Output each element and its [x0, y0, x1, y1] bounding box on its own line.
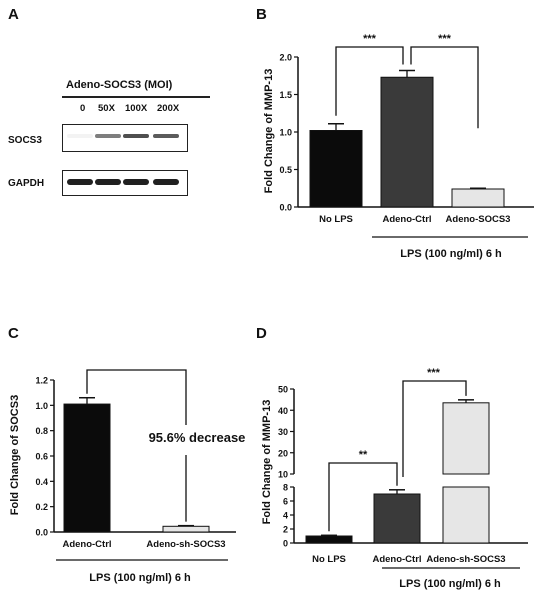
chart-d-group-label: LPS (100 ng/ml) 6 h	[399, 578, 501, 590]
y-tick-label: 50	[278, 385, 288, 395]
y-tick-label: 0.2	[35, 502, 48, 512]
x-tick-label: Adeno-Ctrl	[62, 539, 111, 550]
blot-band	[67, 179, 93, 185]
x-tick-label: Adeno-SOCS3	[446, 214, 511, 225]
y-tick-label: 0.5	[279, 165, 292, 175]
y-tick-label: 4	[283, 511, 288, 521]
panel-letter-b: B	[256, 6, 267, 23]
y-tick-label: 0.4	[35, 477, 48, 487]
blot-strip-socs3	[62, 124, 188, 152]
panel-letter-c: C	[8, 325, 19, 342]
blot-band	[123, 134, 149, 138]
y-tick-label: 1.0	[35, 401, 48, 411]
y-tick-label: 8	[283, 483, 288, 493]
significance-label: ***	[427, 367, 441, 379]
blot-row-label-socs3: SOCS3	[8, 135, 42, 146]
significance-label: **	[359, 449, 368, 461]
bar	[309, 130, 363, 208]
significance-bracket	[328, 462, 398, 532]
y-tick-label: 20	[278, 448, 288, 458]
x-tick-label: No LPS	[312, 554, 346, 565]
bar	[380, 76, 434, 208]
bar-upper-segment	[442, 402, 490, 475]
blot-lane-label: 50X	[98, 103, 115, 114]
y-tick-label: 1.2	[35, 376, 48, 386]
blot-band	[153, 134, 179, 138]
chart-b-ylabel: Fold Change of MMP-13	[263, 69, 275, 194]
bar	[63, 403, 111, 533]
blot-strip-gapdh	[62, 170, 188, 196]
y-tick-label: 0	[283, 539, 288, 549]
blot-title: Adeno-SOCS3 (MOI)	[66, 79, 173, 91]
blot-band	[95, 179, 121, 185]
significance-bracket	[335, 46, 404, 116]
x-tick-label: No LPS	[319, 214, 353, 225]
y-tick-label: 0.6	[35, 452, 48, 462]
y-tick-label: 30	[278, 427, 288, 437]
y-tick-label: 0.0	[35, 528, 48, 538]
x-tick-label: Adeno-sh-SOCS3	[146, 539, 225, 550]
blot-lane-label: 100X	[125, 103, 148, 114]
chart-c-ylabel: Fold Change of SOCS3	[9, 395, 21, 515]
panel-letter-a: A	[8, 6, 19, 23]
blot-band	[67, 134, 93, 138]
chart-c-group-label: LPS (100 ng/ml) 6 h	[89, 572, 191, 584]
bar-lower-segment	[442, 486, 490, 544]
blot-band	[153, 179, 179, 185]
chart-b-group-label: LPS (100 ng/ml) 6 h	[400, 248, 502, 260]
y-tick-label: 2	[283, 525, 288, 535]
blot-band	[95, 134, 121, 138]
blot-row-label-gapdh: GAPDH	[8, 178, 45, 189]
x-tick-label: Adeno-Ctrl	[382, 214, 431, 225]
significance-bracket	[410, 46, 479, 129]
bar	[305, 535, 353, 544]
y-tick-label: 2.0	[279, 53, 292, 63]
y-tick-label: 40	[278, 406, 288, 416]
blot-lane-label: 200X	[157, 103, 180, 114]
significance-label: ***	[363, 33, 377, 45]
panel-letter-d: D	[256, 325, 267, 342]
chart-c-annotation: 95.6% decrease	[149, 430, 246, 445]
blot-lane-label: 0	[80, 103, 86, 114]
blot-band	[123, 179, 149, 185]
x-tick-label: Adeno-sh-SOCS3	[426, 554, 505, 565]
y-tick-label: 10	[278, 470, 288, 480]
y-tick-label: 0.8	[35, 426, 48, 436]
significance-label: ***	[438, 33, 452, 45]
chart-d-ylabel: Fold Change of MMP-13	[261, 400, 273, 525]
significance-bracket	[402, 380, 467, 477]
y-tick-label: 0.0	[279, 203, 292, 213]
y-tick-label: 1.5	[279, 90, 292, 100]
bar	[373, 493, 421, 544]
comparison-bracket	[86, 369, 187, 425]
y-tick-label: 6	[283, 497, 288, 507]
x-tick-label: Adeno-Ctrl	[372, 554, 421, 565]
blot-title-underline	[62, 96, 210, 98]
y-tick-label: 1.0	[279, 128, 292, 138]
